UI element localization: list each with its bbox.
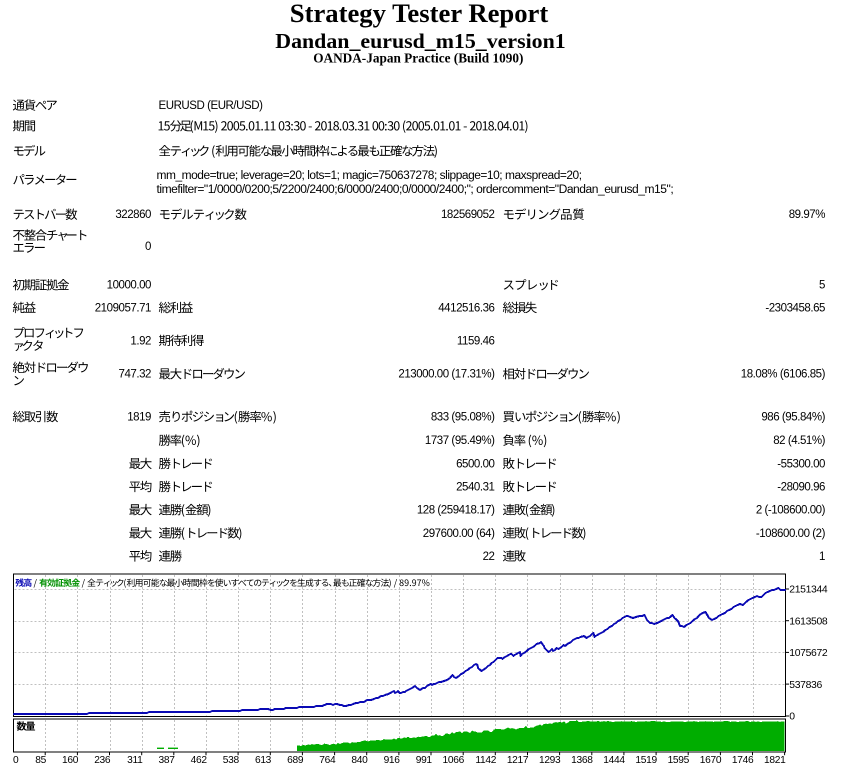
svg-text:689: 689	[287, 755, 304, 766]
svg-text:EURUSD (EUR/USD): EURUSD (EUR/USD)	[159, 100, 264, 112]
svg-text:85: 85	[35, 755, 46, 766]
svg-text:1819: 1819	[127, 412, 151, 424]
svg-text:-108600.00 (2): -108600.00 (2)	[756, 528, 826, 540]
svg-text:0: 0	[13, 755, 19, 766]
svg-text:timefilter="1/0000/0200;5/2200: timefilter="1/0000/0200;5/2200/2400;6/00…	[157, 184, 674, 196]
svg-text:5: 5	[819, 280, 825, 292]
svg-text:160: 160	[62, 755, 79, 766]
svg-text:OANDA-Japan Practice (Build 10: OANDA-Japan Practice (Build 1090)	[313, 52, 524, 67]
svg-text:613: 613	[255, 755, 272, 766]
svg-text:1293: 1293	[539, 755, 561, 766]
svg-text:1159.46: 1159.46	[457, 335, 495, 347]
svg-text:747.32: 747.32	[119, 369, 152, 381]
svg-text:991: 991	[416, 755, 433, 766]
svg-text:-2303458.65: -2303458.65	[765, 302, 825, 314]
svg-text:1613508: 1613508	[789, 616, 828, 627]
svg-text:1737 (95.49%): 1737 (95.49%)	[425, 435, 495, 447]
svg-text:2540.31: 2540.31	[456, 482, 494, 494]
svg-text:2109057.71: 2109057.71	[95, 302, 151, 314]
svg-text:0: 0	[789, 712, 795, 723]
svg-text:0: 0	[145, 241, 151, 253]
svg-text:1595: 1595	[668, 755, 690, 766]
svg-text:4412516.36: 4412516.36	[438, 302, 494, 314]
svg-text:-55300.00: -55300.00	[777, 458, 825, 470]
svg-text:1: 1	[819, 551, 825, 563]
svg-text:Dandan_eurusd_m15_version1: Dandan_eurusd_m15_version1	[275, 29, 565, 53]
svg-text:10000.00: 10000.00	[107, 280, 151, 292]
svg-text:1444: 1444	[603, 755, 625, 766]
svg-text:128 (259418.17): 128 (259418.17)	[417, 505, 495, 517]
svg-text:1.92: 1.92	[130, 335, 151, 347]
svg-text:1075672: 1075672	[789, 648, 828, 659]
svg-text:986 (95.84%): 986 (95.84%)	[761, 412, 825, 424]
svg-text:2151344: 2151344	[789, 585, 828, 596]
svg-text:Strategy Tester Report: Strategy Tester Report	[290, 0, 549, 28]
svg-text:mm_mode=true; leverage=20; lot: mm_mode=true; leverage=20; lots=1; magic…	[157, 170, 582, 182]
svg-text:18.08% (6106.85): 18.08% (6106.85)	[741, 369, 826, 381]
svg-text:89.97%: 89.97%	[789, 209, 826, 221]
svg-text:1217: 1217	[507, 755, 529, 766]
svg-text:840: 840	[351, 755, 368, 766]
svg-text:537836: 537836	[789, 680, 822, 691]
svg-text:-28090.96: -28090.96	[777, 482, 825, 494]
svg-text:1670: 1670	[700, 755, 722, 766]
svg-text:1142: 1142	[475, 755, 496, 766]
svg-text:6500.00: 6500.00	[456, 458, 494, 470]
svg-text:182569052: 182569052	[441, 209, 495, 221]
svg-text:1821: 1821	[764, 755, 786, 766]
svg-text:1746: 1746	[732, 755, 754, 766]
svg-text:462: 462	[191, 755, 208, 766]
svg-text:1368: 1368	[571, 755, 593, 766]
svg-text:322860: 322860	[115, 209, 151, 221]
svg-text:916: 916	[384, 755, 401, 766]
svg-text:833 (95.08%): 833 (95.08%)	[431, 412, 495, 424]
svg-text:82 (4.51%): 82 (4.51%)	[773, 435, 825, 447]
svg-text:538: 538	[223, 755, 240, 766]
svg-text:1519: 1519	[635, 755, 657, 766]
svg-text:22: 22	[483, 551, 495, 563]
svg-text:387: 387	[159, 755, 176, 766]
svg-text:2 (-108600.00): 2 (-108600.00)	[756, 505, 826, 517]
svg-text:311: 311	[127, 755, 143, 766]
svg-text:1066: 1066	[443, 755, 465, 766]
svg-text:297600.00 (64): 297600.00 (64)	[423, 528, 495, 540]
svg-text:236: 236	[94, 755, 111, 766]
svg-text:764: 764	[319, 755, 336, 766]
svg-text:213000.00 (17.31%): 213000.00 (17.31%)	[398, 369, 495, 381]
